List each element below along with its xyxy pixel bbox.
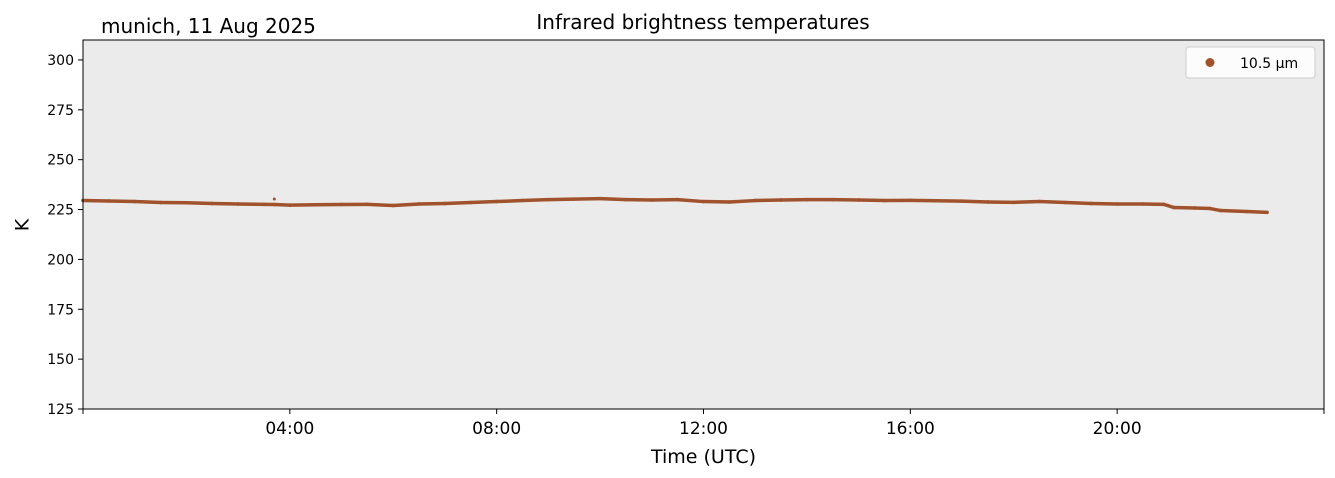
- series-line-segment: [1063, 200, 1094, 206]
- outlier-point: [272, 197, 276, 201]
- series-line-segment: [494, 198, 525, 204]
- series-line-segment: [443, 200, 473, 206]
- series-line-segment: [753, 198, 783, 203]
- plot-area: [83, 40, 1324, 409]
- series-line-segment: [572, 196, 602, 201]
- series-line-segment: [1192, 206, 1212, 211]
- data-point: [1265, 210, 1269, 214]
- y-tick-label: 275: [47, 103, 74, 119]
- y-axis-label: K: [12, 218, 34, 231]
- y-tick-label: 300: [47, 53, 74, 69]
- x-tick-label: 12:00: [679, 419, 728, 439]
- series-line-segment: [1218, 208, 1249, 214]
- legend-label: 10.5 µm: [1240, 56, 1298, 72]
- x-axis-label: Time (UTC): [650, 446, 756, 468]
- series-line-segment: [184, 201, 215, 206]
- series-line-segment: [856, 198, 887, 203]
- y-tick-label: 175: [47, 302, 74, 318]
- x-tick-label: 04:00: [265, 419, 314, 439]
- x-axis: 04:00 08:00 12:00 16:00 20:00: [82, 409, 1325, 439]
- y-tick-label: 250: [47, 153, 74, 169]
- y-tick-label: 150: [47, 352, 74, 368]
- series-line-segment: [132, 199, 163, 205]
- series-line-segment: [469, 199, 499, 205]
- series-line-segment: [1244, 209, 1269, 215]
- location-date-label: munich, 11 Aug 2025: [101, 14, 316, 38]
- series-line-segment: [1208, 206, 1223, 213]
- y-tick-label: 125: [47, 402, 74, 418]
- series-line-segment: [520, 197, 551, 203]
- series-line-segment: [272, 202, 292, 207]
- y-tick-label: 200: [47, 252, 74, 268]
- y-axis: 125 150 175 200 225 250 275 300: [47, 53, 83, 418]
- x-tick-label: 16:00: [886, 419, 935, 439]
- series-line-segment: [1012, 199, 1042, 205]
- series-line-segment: [727, 198, 757, 204]
- data-layer: [81, 196, 1269, 215]
- series-line-segment: [107, 199, 137, 204]
- series-line-segment: [598, 196, 628, 202]
- series-line-segment: [960, 199, 990, 204]
- series-line-segment: [365, 202, 395, 208]
- chart-title: Infrared brightness temperatures: [536, 10, 869, 34]
- legend: 10.5 µm: [1185, 46, 1316, 79]
- series-line-segment: [391, 202, 421, 208]
- legend-box: [1185, 46, 1316, 79]
- series-line-segment: [1161, 202, 1176, 210]
- y-tick-label: 225: [47, 203, 74, 219]
- x-tick-label: 20:00: [1093, 419, 1142, 439]
- series-line-segment: [675, 197, 706, 204]
- series-line-segment: [1037, 199, 1068, 205]
- legend-marker: [1205, 58, 1215, 67]
- x-tick-label: 08:00: [472, 419, 521, 439]
